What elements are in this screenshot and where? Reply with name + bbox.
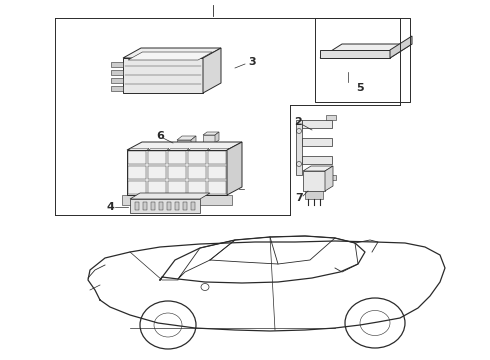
Bar [188,151,206,164]
Polygon shape [148,151,169,154]
Polygon shape [188,154,209,156]
Bar [326,115,336,120]
Text: 2: 2 [294,117,302,127]
Polygon shape [123,48,221,58]
Text: 1: 1 [209,0,218,3]
Polygon shape [111,78,123,83]
Bar [296,120,302,175]
Bar [305,191,323,199]
Polygon shape [122,195,232,205]
Bar [191,202,195,210]
Polygon shape [128,154,149,156]
Polygon shape [148,148,169,151]
Polygon shape [177,136,196,140]
Bar [123,58,203,93]
Polygon shape [128,52,212,60]
Polygon shape [206,150,211,160]
Polygon shape [227,142,242,195]
Bar [148,166,166,179]
Bar [190,153,206,160]
Polygon shape [208,151,229,154]
Bar [326,175,336,180]
Bar [148,181,166,194]
Polygon shape [111,62,123,67]
Text: 7: 7 [295,193,303,203]
Bar [168,166,186,179]
Polygon shape [320,44,412,58]
Text: 3: 3 [248,57,256,67]
Polygon shape [168,148,189,151]
Bar [175,202,179,210]
Polygon shape [190,150,211,153]
Bar [127,150,227,195]
Polygon shape [207,147,221,150]
Bar [188,166,206,179]
Polygon shape [208,148,229,151]
Polygon shape [215,132,219,143]
Polygon shape [188,151,209,154]
Bar [151,202,155,210]
Bar [208,166,226,179]
Bar [128,151,146,164]
Polygon shape [203,48,221,93]
Bar [128,166,146,179]
Polygon shape [303,166,333,171]
Polygon shape [148,154,169,156]
Bar [302,156,332,164]
Polygon shape [325,166,333,191]
Bar [167,202,171,210]
Bar [168,181,186,194]
Bar [177,140,191,150]
Bar [303,171,325,191]
Polygon shape [208,154,229,156]
Polygon shape [128,151,149,154]
Polygon shape [128,148,149,151]
Bar [130,199,200,213]
Bar [208,181,226,194]
Text: 5: 5 [356,83,364,93]
Polygon shape [390,36,412,58]
Bar [208,151,226,164]
Bar [148,151,166,164]
Polygon shape [111,86,123,91]
Polygon shape [111,70,123,75]
Bar [159,202,163,210]
Bar [135,202,139,210]
Bar [320,50,390,58]
Polygon shape [217,147,221,158]
Polygon shape [130,193,210,199]
Text: 4: 4 [106,202,114,212]
Polygon shape [188,148,209,151]
Polygon shape [191,136,196,150]
Polygon shape [127,142,242,150]
Polygon shape [203,132,219,135]
Bar [183,202,187,210]
Bar [128,181,146,194]
Text: 6: 6 [156,131,164,141]
Polygon shape [168,151,189,154]
Bar [207,150,217,158]
Bar [188,181,206,194]
Bar [168,151,186,164]
Bar [302,120,332,128]
Polygon shape [168,154,189,156]
Bar [302,138,332,146]
Bar [203,135,215,143]
Bar [143,202,147,210]
